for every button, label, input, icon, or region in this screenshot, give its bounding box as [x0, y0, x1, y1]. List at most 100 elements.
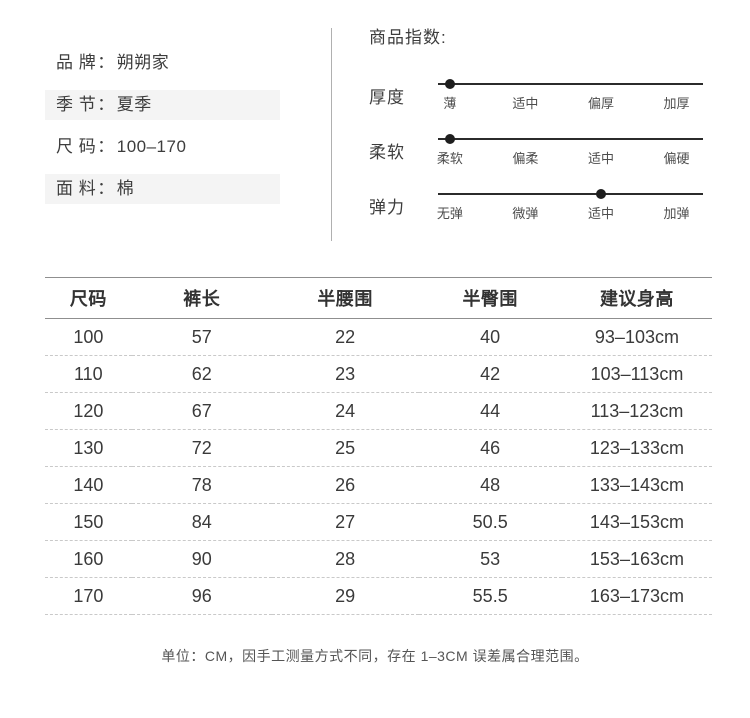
- slider-label: 适中: [587, 151, 614, 166]
- table-cell: 78: [131, 466, 272, 504]
- table-row: 120 67 24 44 113–123cm: [45, 392, 712, 430]
- slider-label: 柔软: [436, 151, 463, 166]
- table-cell: 50.5: [418, 503, 562, 541]
- attr-value: 棉: [116, 179, 135, 198]
- table-cell: 67: [131, 392, 272, 430]
- attr-row-size: 尺 码： 100–170: [45, 132, 280, 162]
- table-cell: 163–173cm: [561, 577, 712, 615]
- table-cell: 143–153cm: [561, 503, 712, 541]
- attr-value: 100–170: [116, 137, 187, 156]
- table-row: 110 62 23 42 103–113cm: [45, 355, 712, 393]
- table-row: 140 78 26 48 133–143cm: [45, 466, 712, 504]
- slider-label: 加厚: [663, 96, 690, 111]
- product-indices-panel: 商品指数: 厚度 薄 适中 偏厚 加厚 柔软: [331, 28, 711, 241]
- slider-name: 弹力: [369, 198, 405, 217]
- slider-label: 适中: [512, 96, 539, 111]
- table-cell: 93–103cm: [561, 318, 712, 356]
- slider-label: 偏柔: [512, 151, 539, 166]
- attr-row-season: 季 节： 夏季: [45, 90, 280, 120]
- attr-row-brand: 品 牌： 朔朔家: [45, 48, 280, 78]
- slider-label: 微弹: [512, 206, 539, 221]
- table-header-cell: 裤长: [131, 277, 272, 319]
- table-cell: 123–133cm: [561, 429, 712, 467]
- table-cell: 90: [131, 540, 272, 578]
- slider-track: [438, 134, 703, 144]
- table-cell: 96: [131, 577, 272, 615]
- slider-track: [438, 189, 703, 199]
- table-cell: 24: [271, 392, 419, 430]
- attr-value: 夏季: [116, 95, 152, 114]
- table-row: 130 72 25 46 123–133cm: [45, 429, 712, 467]
- table-cell: 46: [418, 429, 562, 467]
- table-cell: 26: [271, 466, 419, 504]
- table-cell: 113–123cm: [561, 392, 712, 430]
- slider-dot-icon: [595, 189, 606, 199]
- slider-label: 适中: [587, 206, 614, 221]
- slider-scale: 柔软 偏柔 适中 偏硬: [436, 131, 703, 186]
- table-cell: 53: [418, 540, 562, 578]
- table-cell: 153–163cm: [561, 540, 712, 578]
- table-header-cell: 半腰围: [271, 277, 419, 319]
- table-header-cell: 建议身高: [561, 277, 712, 319]
- table-header-row: 尺码 裤长 半腰围 半臀围 建议身高: [45, 277, 712, 319]
- table-cell: 150: [45, 503, 132, 541]
- attr-separator: ：: [97, 137, 115, 156]
- table-cell: 22: [271, 318, 419, 356]
- table-cell: 110: [45, 355, 132, 393]
- table-cell: 55.5: [418, 577, 562, 615]
- slider-elasticity: 弹力 无弹 微弹 适中 加弹: [369, 186, 711, 241]
- slider-scale: 薄 适中 偏厚 加厚: [438, 76, 703, 131]
- table-cell: 57: [131, 318, 272, 356]
- table-cell: 27: [271, 503, 419, 541]
- table-cell: 42: [418, 355, 562, 393]
- attr-row-fabric: 面 料：棉: [45, 174, 280, 204]
- table-cell: 170: [45, 577, 132, 615]
- attr-separator: ：: [97, 179, 115, 198]
- attr-label: 尺 码: [56, 137, 97, 156]
- attr-separator: ：: [97, 95, 115, 114]
- indices-title: 商品指数:: [369, 28, 447, 47]
- slider-label: 薄: [443, 96, 457, 111]
- table-cell: 40: [418, 318, 562, 356]
- table-cell: 23: [271, 355, 419, 393]
- table-cell: 100: [45, 318, 132, 356]
- table-cell: 28: [271, 540, 419, 578]
- table-cell: 62: [131, 355, 272, 393]
- slider-label: 偏厚: [587, 96, 614, 111]
- attr-value: 朔朔家: [116, 53, 170, 72]
- attr-label: 品 牌: [56, 53, 97, 72]
- table-row: 170 96 29 55.5 163–173cm: [45, 577, 712, 615]
- slider-name: 厚度: [369, 88, 405, 107]
- slider-dot-icon: [444, 79, 455, 89]
- product-attributes: 品 牌： 朔朔家 季 节： 夏季 尺 码： 100–170 面 料：棉: [45, 48, 280, 216]
- table-header-cell: 尺码: [45, 277, 132, 319]
- table-cell: 160: [45, 540, 132, 578]
- slider-label: 偏硬: [663, 151, 690, 166]
- table-cell: 84: [131, 503, 272, 541]
- table-cell: 29: [271, 577, 419, 615]
- table-header-cell: 半臀围: [418, 277, 562, 319]
- table-cell: 72: [131, 429, 272, 467]
- table-cell: 140: [45, 466, 132, 504]
- table-cell: 120: [45, 392, 132, 430]
- attr-label: 面 料: [56, 179, 97, 198]
- table-cell: 48: [418, 466, 562, 504]
- slider-name: 柔软: [369, 143, 405, 162]
- slider-track: [438, 79, 703, 89]
- table-row: 100 57 22 40 93–103cm: [45, 318, 712, 356]
- slider-scale: 无弹 微弹 适中 加弹: [437, 186, 703, 241]
- attr-separator: ：: [97, 53, 115, 72]
- attr-label: 季 节: [56, 95, 97, 114]
- table-cell: 44: [418, 392, 562, 430]
- slider-labels: 薄 适中 偏厚 加厚: [438, 93, 703, 111]
- table-cell: 25: [271, 429, 419, 467]
- slider-labels: 无弹 微弹 适中 加弹: [437, 203, 703, 221]
- table-row: 150 84 27 50.5 143–153cm: [45, 503, 712, 541]
- slider-labels: 柔软 偏柔 适中 偏硬: [436, 148, 703, 166]
- slider-softness: 柔软 柔软 偏柔 适中 偏硬: [369, 131, 711, 186]
- table-row: 160 90 28 53 153–163cm: [45, 540, 712, 578]
- measurement-note: 单位：CM，因手工测量方式不同，存在 1–3CM 误差属合理范围。: [161, 648, 589, 664]
- slider-label: 加弹: [663, 206, 690, 221]
- table-cell: 103–113cm: [561, 355, 712, 393]
